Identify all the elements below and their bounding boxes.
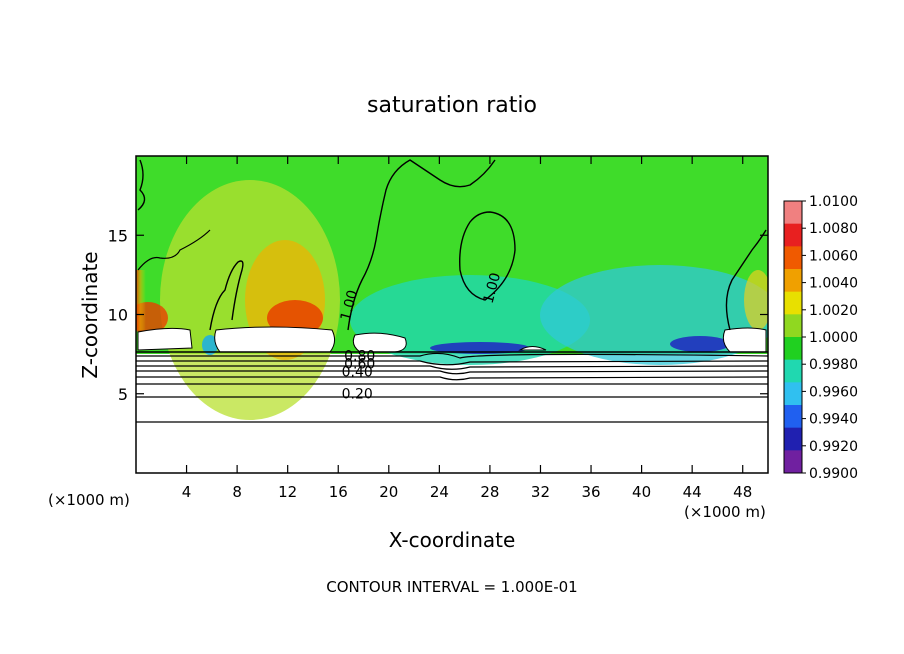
x-axis-label: X-coordinate: [389, 528, 516, 552]
colorbar-label: 1.0040: [809, 276, 858, 292]
x-tick-label: 44: [683, 483, 702, 501]
colorbar-label: 0.9980: [809, 357, 858, 373]
colorbar-swatch: [784, 291, 802, 315]
cloud-blob-3: [352, 332, 407, 353]
colorbar-swatch: [784, 201, 802, 225]
colorbar-swatch: [784, 337, 802, 361]
contour-band-2: [136, 352, 768, 359]
cool-patch-left: [202, 335, 218, 355]
cloud-blob-5: [518, 346, 547, 351]
contour-band-5: [136, 370, 768, 375]
edge-warm-band: [136, 270, 206, 330]
contour-line-1: [137, 159, 146, 211]
x-unit-left: (×1000 m): [48, 491, 130, 509]
contour-line-5: [725, 229, 767, 331]
cool-region-mid: [350, 275, 590, 365]
colorbar-swatch: [784, 405, 802, 429]
colorbar-label: 1.0100: [809, 194, 858, 210]
contour-band-6: [136, 376, 768, 381]
y-tick-label: 10: [108, 306, 128, 325]
colorbar-swatch: [784, 223, 802, 247]
colorbar-label: 0.9900: [809, 466, 858, 482]
y-axis-ticks: 5 10 15: [108, 226, 768, 404]
colorbar-label: 0.9920: [809, 439, 858, 455]
x-tick-label: 8: [232, 483, 242, 501]
y-tick-label: 5: [118, 385, 128, 404]
contour-loop-upper: [459, 211, 516, 301]
x-tick-label: 40: [632, 483, 651, 501]
colorbar-label: 0.9940: [809, 412, 858, 428]
x-tick-label: 16: [329, 483, 348, 501]
x-tick-label: 48: [733, 483, 752, 501]
contour-label: 0.60: [344, 356, 375, 372]
contour-label: 0.80: [344, 348, 375, 364]
chart-title: saturation ratio: [367, 93, 537, 118]
colorbar-label: 0.9960: [809, 384, 858, 400]
x-tick-label: 24: [430, 483, 449, 501]
colorbar-label: 1.0020: [809, 303, 858, 319]
x-unit-right: (×1000 m): [684, 503, 766, 521]
y-tick-label: 15: [108, 226, 128, 245]
contour-label: 1.00: [481, 271, 505, 305]
contour-label: 1.00: [338, 288, 362, 322]
cloud-blob-4: [722, 327, 767, 353]
x-tick-label: 28: [480, 483, 499, 501]
contour-label: 0.20: [342, 387, 373, 403]
x-axis-ticks: 4 8 12 16 20 24 28 32 36 40 44 48: [182, 156, 752, 501]
contour-line-4: [347, 159, 496, 331]
colorbar: 1.0100 1.0080 1.0060 1.0040 1.0020 1.0000 0.99…: [783, 194, 858, 482]
cloud-blob-2: [214, 326, 336, 353]
contour-line-2: [137, 229, 211, 271]
colorbar-swatch: [784, 382, 802, 406]
contour-band-4: [136, 365, 768, 370]
contour-label: 0.40: [342, 364, 373, 380]
colorbar-swatch: [784, 359, 802, 383]
colorbar-swatch: [784, 314, 802, 338]
colorbar-label: 1.0080: [809, 221, 858, 237]
colorbar-swatch: [784, 269, 802, 293]
x-tick-label: 36: [581, 483, 600, 501]
dry-patch-mid: [430, 342, 530, 354]
x-tick-label: 20: [379, 483, 398, 501]
plot-field: [136, 156, 768, 473]
colorbar-swatch: [784, 427, 802, 451]
colorbar-swatch: [784, 450, 802, 474]
y-axis-label: Z-coordinate: [78, 251, 102, 378]
contour-interval-note: CONTOUR INTERVAL = 1.000E-01: [326, 578, 577, 596]
colorbar-label: 1.0000: [809, 330, 858, 346]
colorbar-label: 1.0060: [809, 248, 858, 264]
dry-patch-right: [670, 336, 730, 352]
contour-band-3: [136, 360, 768, 366]
x-tick-label: 32: [531, 483, 550, 501]
x-tick-label: 12: [278, 483, 297, 501]
x-tick-label: 4: [182, 483, 192, 501]
colorbar-swatch: [784, 246, 802, 270]
cloud-blob-1: [137, 327, 193, 351]
contour-line-3: [209, 260, 244, 331]
contour-labels: 1.00 1.00 0.800.600.40 0.20: [338, 271, 504, 403]
